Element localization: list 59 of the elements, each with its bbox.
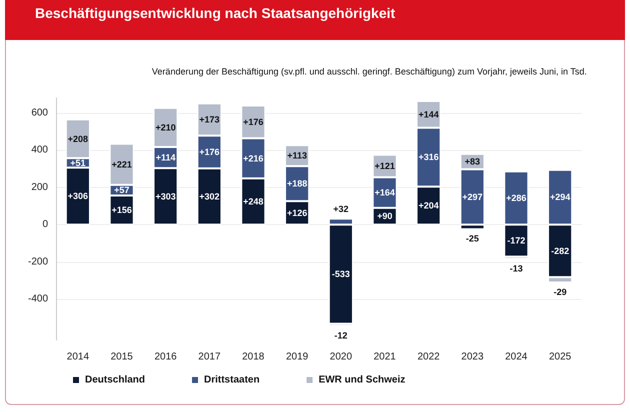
y-tick-label: 600 xyxy=(31,107,48,118)
legend-label: Drittstaaten xyxy=(204,374,260,386)
x-tick-label: 2016 xyxy=(154,352,178,362)
data-label: +164 xyxy=(374,188,395,198)
x-tick-label: 2018 xyxy=(242,352,265,362)
data-label: -282 xyxy=(551,246,570,256)
chart-subtitle: Veränderung der Beschäftigung (sv.pfl. und ausschl. geringf. Beschäftigung) zum Vorjahr, jeweils Juni, in Tsd. xyxy=(152,66,587,76)
data-label: +156 xyxy=(112,205,132,216)
data-label: +121 xyxy=(374,161,395,172)
data-label: +51 xyxy=(70,158,86,168)
data-label: -13 xyxy=(510,264,523,274)
data-label: +302 xyxy=(199,191,220,202)
data-label: +113 xyxy=(287,150,307,161)
data-label: -172 xyxy=(507,236,526,246)
data-label: +32 xyxy=(333,204,349,214)
data-label: +176 xyxy=(243,116,264,127)
y-tick-label: -200 xyxy=(28,256,48,268)
data-label: +221 xyxy=(112,159,132,170)
data-label: -12 xyxy=(334,330,348,341)
y-tick-label: 400 xyxy=(31,144,48,156)
data-label: +210 xyxy=(155,122,176,132)
data-label: +83 xyxy=(464,156,480,167)
y-tick-label: -400 xyxy=(28,294,48,305)
data-label: +216 xyxy=(243,153,264,164)
x-tick-label: 2019 xyxy=(286,352,309,362)
x-tick-label: 2020 xyxy=(330,352,352,362)
data-label: +297 xyxy=(462,192,483,202)
y-tick-label: 0 xyxy=(42,219,48,230)
data-label: +188 xyxy=(286,178,308,189)
legend-label: EWR und Schweiz xyxy=(318,374,406,386)
x-tick-label: 2024 xyxy=(505,352,528,362)
x-tick-label: 2025 xyxy=(548,352,572,362)
data-label: +286 xyxy=(506,192,526,203)
data-label: +114 xyxy=(156,152,176,163)
data-label: +306 xyxy=(68,191,88,202)
data-label: +208 xyxy=(68,134,88,144)
data-label: +248 xyxy=(243,196,264,206)
data-label: +204 xyxy=(418,200,439,211)
x-tick-label: 2022 xyxy=(417,352,440,362)
data-label: +57 xyxy=(114,185,130,196)
y-tick-label: 200 xyxy=(31,182,48,193)
x-tick-label: 2023 xyxy=(461,352,484,362)
data-label: +173 xyxy=(199,114,220,124)
data-label: -29 xyxy=(554,286,567,297)
data-label: +126 xyxy=(286,208,308,218)
data-label: +144 xyxy=(418,109,439,120)
chart-title: Beschäftigungsentwicklung nach Staatsangehörigkeit xyxy=(35,5,396,21)
data-label: -533 xyxy=(332,269,350,280)
x-tick-label: 2015 xyxy=(110,352,134,362)
data-label: +303 xyxy=(155,191,176,202)
x-tick-label: 2014 xyxy=(66,352,90,362)
x-tick-label: 2017 xyxy=(198,352,221,362)
data-label: -25 xyxy=(466,234,479,244)
legend-label: Deutschland xyxy=(85,374,146,386)
data-label: +90 xyxy=(377,211,392,222)
data-label: +294 xyxy=(550,192,570,202)
data-label: +176 xyxy=(199,146,220,157)
data-label: +316 xyxy=(418,152,439,162)
x-tick-label: 2021 xyxy=(374,352,396,362)
